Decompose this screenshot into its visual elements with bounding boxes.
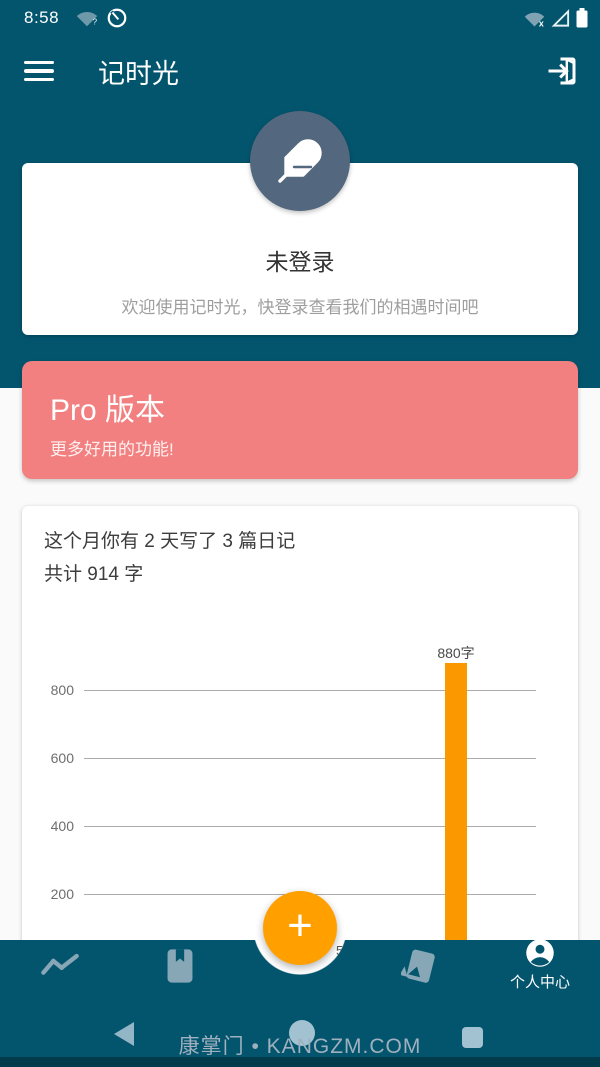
gridline-400 [84,826,536,827]
home-button-icon[interactable] [289,1020,315,1046]
y-tick-400: 400 [50,818,74,834]
person-icon [526,939,554,967]
wifi-off-icon: x [524,12,545,28]
bar-word-count[interactable] [445,663,467,963]
gridline-600 [84,758,536,759]
login-status-subtitle: 欢迎使用记时光，快登录查看我们的相遇时间吧 [121,298,479,317]
feather-icon [278,139,322,183]
login-button[interactable] [542,51,582,91]
nav-item-profile[interactable]: 个人中心 [498,938,582,1000]
photo-icon [401,949,435,983]
page-title: 记时光 [98,58,179,89]
app-bar: 记时光 [0,36,600,106]
login-status-title: 未登录 [265,249,335,275]
avatar[interactable] [250,111,350,211]
svg-text:x: x [539,18,544,28]
stats-summary-line2: 共计 914 字 [44,564,144,585]
trending-chart-icon [41,953,79,975]
stats-summary-line1: 这个月你有 2 天写了 3 篇日记 [44,531,296,552]
cell-signal-icon [551,8,570,27]
clock: 8:58 [24,8,60,27]
y-tick-600: 600 [50,750,74,766]
nav-item-diary[interactable] [150,936,210,996]
battery-icon [576,8,588,28]
pro-subtitle: 更多好用的功能! [50,440,174,459]
recents-button-icon[interactable] [462,1027,483,1048]
gridline-800 [84,690,536,691]
diary-bookmark-icon [167,949,193,983]
nav-item-timeline[interactable] [30,936,90,996]
bar-value-label: 880字 [437,645,475,661]
watermark-text: 康掌门 • KANGZM.COM [178,1035,422,1058]
status-bar: 8:58 ? x [0,0,600,36]
nav-profile-label: 个人中心 [509,974,570,991]
back-button-icon[interactable] [112,1021,136,1047]
exit-to-app-icon [548,57,576,85]
wifi-question-icon: ? [76,12,98,26]
pro-title: Pro 版本 [50,394,166,427]
plus-icon: + [287,901,313,950]
pro-version-banner[interactable]: Pro 版本 更多好用的功能! [22,361,578,479]
nav-item-gallery[interactable] [390,936,450,996]
menu-icon[interactable] [24,56,54,87]
gesture-bar [0,1057,600,1067]
data-saver-icon [107,8,127,28]
y-tick-800: 800 [50,682,74,698]
y-tick-200: 200 [50,886,74,902]
svg-text:?: ? [93,16,98,26]
add-diary-fab[interactable]: + [263,891,337,965]
